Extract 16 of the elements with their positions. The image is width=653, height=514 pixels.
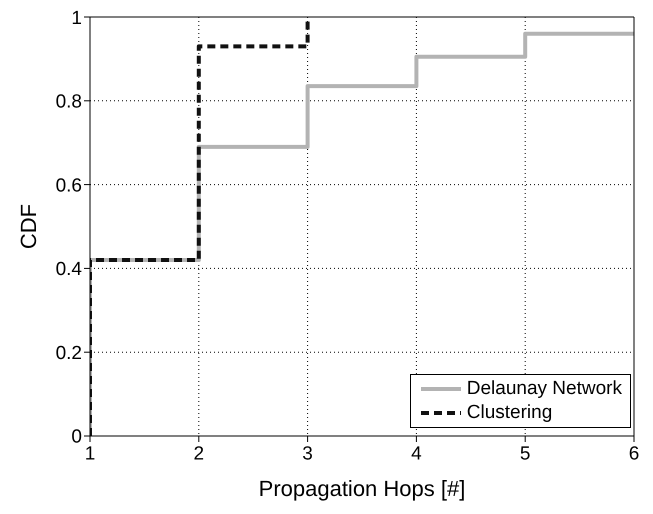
- y-axis-title: CDF: [16, 204, 41, 250]
- y-tick-label: 1: [71, 8, 82, 29]
- x-tick-label: 5: [520, 443, 530, 464]
- legend-label: Clustering: [466, 401, 552, 425]
- legend-label: Delaunay Network: [466, 377, 622, 401]
- x-tick-label: 4: [411, 443, 422, 464]
- x-tick-label: 2: [194, 443, 204, 464]
- y-tick-label: 0.4: [56, 259, 82, 280]
- y-tick-label: 0.6: [56, 175, 82, 196]
- y-tick-label: 0.2: [56, 342, 82, 364]
- x-axis-title: Propagation Hops [#]: [258, 476, 466, 501]
- x-tick-label: 1: [84, 443, 96, 464]
- x-tick-label: 3: [302, 443, 313, 464]
- y-tick-label: 0.8: [56, 92, 82, 113]
- y-tick-label: 0: [71, 426, 82, 448]
- x-tick-label: 6: [628, 443, 640, 464]
